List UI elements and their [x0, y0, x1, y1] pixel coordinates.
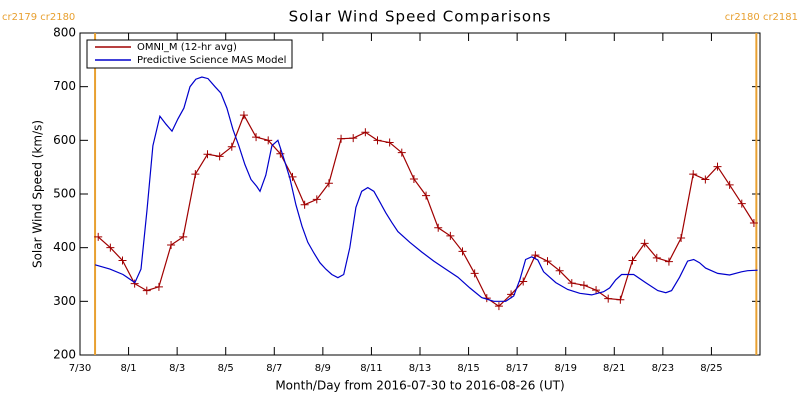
- point-marker: [592, 286, 601, 295]
- point-marker: [397, 148, 406, 157]
- point-marker: [337, 134, 346, 143]
- point-marker: [167, 240, 176, 249]
- x-tick-label: 8/5: [218, 363, 234, 374]
- point-marker: [179, 232, 188, 241]
- point-marker: [470, 269, 479, 278]
- y-tick-label: 300: [53, 294, 76, 308]
- y-tick-label: 500: [53, 187, 76, 201]
- point-marker: [531, 251, 540, 260]
- point-marker: [677, 234, 686, 243]
- point-marker: [324, 179, 333, 188]
- x-tick-label: 8/7: [266, 363, 282, 374]
- point-marker: [130, 279, 139, 288]
- point-marker: [215, 152, 224, 161]
- point-marker: [142, 286, 151, 295]
- x-axis-label: Month/Day from 2016-07-30 to 2016-08-26 …: [275, 379, 564, 393]
- x-tick-label: 8/23: [652, 363, 674, 374]
- legend-label: Predictive Science MAS Model: [137, 55, 286, 66]
- point-marker: [191, 170, 200, 179]
- point-marker: [519, 277, 528, 286]
- x-tick-label: 8/19: [554, 363, 576, 374]
- y-tick-label: 400: [53, 240, 76, 254]
- point-marker: [349, 134, 358, 143]
- point-marker: [106, 243, 115, 252]
- y-tick-label: 800: [53, 26, 76, 40]
- point-marker: [300, 200, 309, 209]
- point-marker: [543, 257, 552, 266]
- point-marker: [652, 253, 661, 262]
- chart-title: Solar Wind Speed Comparisons: [289, 8, 552, 26]
- point-marker: [604, 294, 613, 303]
- point-marker: [446, 231, 455, 240]
- point-marker: [373, 136, 382, 145]
- point-marker: [725, 180, 734, 189]
- point-marker: [227, 142, 236, 151]
- x-tick-label: 8/15: [457, 363, 479, 374]
- point-marker: [434, 223, 443, 232]
- series-line: [94, 76, 758, 302]
- point-marker: [640, 239, 649, 248]
- point-marker: [385, 138, 394, 147]
- x-tick-label: 8/3: [169, 363, 185, 374]
- point-marker: [118, 256, 127, 265]
- point-marker: [409, 174, 418, 183]
- point-marker: [579, 281, 588, 290]
- point-marker: [737, 199, 746, 208]
- point-marker: [567, 279, 576, 288]
- point-marker: [713, 162, 722, 171]
- point-marker: [239, 111, 248, 120]
- point-marker: [276, 149, 285, 158]
- point-marker: [94, 232, 103, 241]
- legend-box: [86, 39, 293, 69]
- point-marker: [203, 150, 212, 159]
- point-marker: [264, 136, 273, 145]
- point-marker: [312, 195, 321, 204]
- x-tick-label: 8/11: [360, 363, 382, 374]
- point-marker: [154, 282, 163, 291]
- point-marker: [628, 256, 637, 265]
- point-marker: [494, 302, 503, 311]
- point-marker: [689, 170, 698, 179]
- point-marker: [664, 257, 673, 266]
- point-marker: [616, 295, 625, 304]
- point-marker: [361, 128, 370, 137]
- y-axis-label: Solar Wind Speed (km/s): [31, 120, 45, 268]
- x-tick-label: 7/30: [69, 363, 91, 374]
- x-tick-label: 8/17: [506, 363, 528, 374]
- legend-label: OMNI_M (12-hr avg): [137, 42, 237, 53]
- carrington-label: cr2180 cr2181: [725, 12, 798, 23]
- point-marker: [252, 133, 261, 142]
- x-tick-label: 8/13: [409, 363, 431, 374]
- point-marker: [422, 191, 431, 200]
- point-marker: [749, 218, 758, 227]
- point-marker: [458, 247, 467, 256]
- x-tick-label: 8/1: [121, 363, 137, 374]
- y-tick-label: 200: [53, 348, 76, 362]
- point-marker: [701, 175, 710, 184]
- y-tick-label: 700: [53, 79, 76, 93]
- point-marker: [555, 266, 564, 275]
- x-tick-label: 8/21: [603, 363, 625, 374]
- x-tick-label: 8/9: [315, 363, 331, 374]
- x-tick-label: 8/25: [700, 363, 722, 374]
- y-tick-label: 600: [53, 133, 76, 147]
- carrington-label: cr2179 cr2180: [2, 12, 75, 23]
